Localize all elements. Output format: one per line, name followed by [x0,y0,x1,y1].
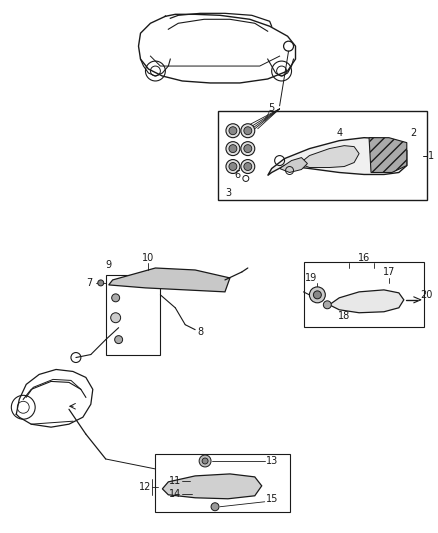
Circle shape [309,287,325,303]
Text: 12: 12 [139,482,152,492]
Text: 11: 11 [169,476,181,486]
Text: 16: 16 [358,253,370,263]
Text: 8: 8 [197,327,203,337]
Text: 5: 5 [268,103,275,113]
Text: 7: 7 [86,278,92,288]
Bar [304,262,424,327]
Bar [155,454,290,512]
Bar [218,111,427,200]
Text: 4: 4 [336,128,342,138]
Circle shape [229,127,237,135]
Circle shape [226,159,240,173]
Text: 15: 15 [265,494,278,504]
Circle shape [226,142,240,156]
Circle shape [111,313,120,322]
Polygon shape [162,474,262,499]
Circle shape [199,455,211,467]
Text: 20: 20 [420,290,433,300]
Circle shape [244,163,252,171]
Circle shape [211,503,219,511]
Text: 3: 3 [225,188,231,198]
Text: 19: 19 [305,273,318,283]
Text: 18: 18 [338,311,350,321]
Circle shape [202,458,208,464]
Circle shape [241,142,255,156]
Text: 10: 10 [142,253,155,263]
Circle shape [229,144,237,152]
Circle shape [226,124,240,138]
Circle shape [98,280,104,286]
Text: 13: 13 [265,456,278,466]
Polygon shape [109,268,230,292]
Text: 2: 2 [411,128,417,138]
Polygon shape [268,138,407,175]
Circle shape [244,127,252,135]
Text: 1: 1 [427,151,434,160]
Polygon shape [369,138,407,173]
Circle shape [244,144,252,152]
Circle shape [241,159,255,173]
Polygon shape [279,158,307,173]
Circle shape [241,124,255,138]
Bar [106,275,160,354]
Circle shape [323,301,331,309]
Text: 17: 17 [383,267,395,277]
Circle shape [314,291,321,299]
Circle shape [112,294,120,302]
Text: 14: 14 [169,489,181,499]
Text: 6: 6 [235,171,241,181]
Circle shape [229,163,237,171]
Polygon shape [300,146,359,167]
Circle shape [115,336,123,344]
Polygon shape [329,290,404,313]
Text: 9: 9 [106,260,112,270]
